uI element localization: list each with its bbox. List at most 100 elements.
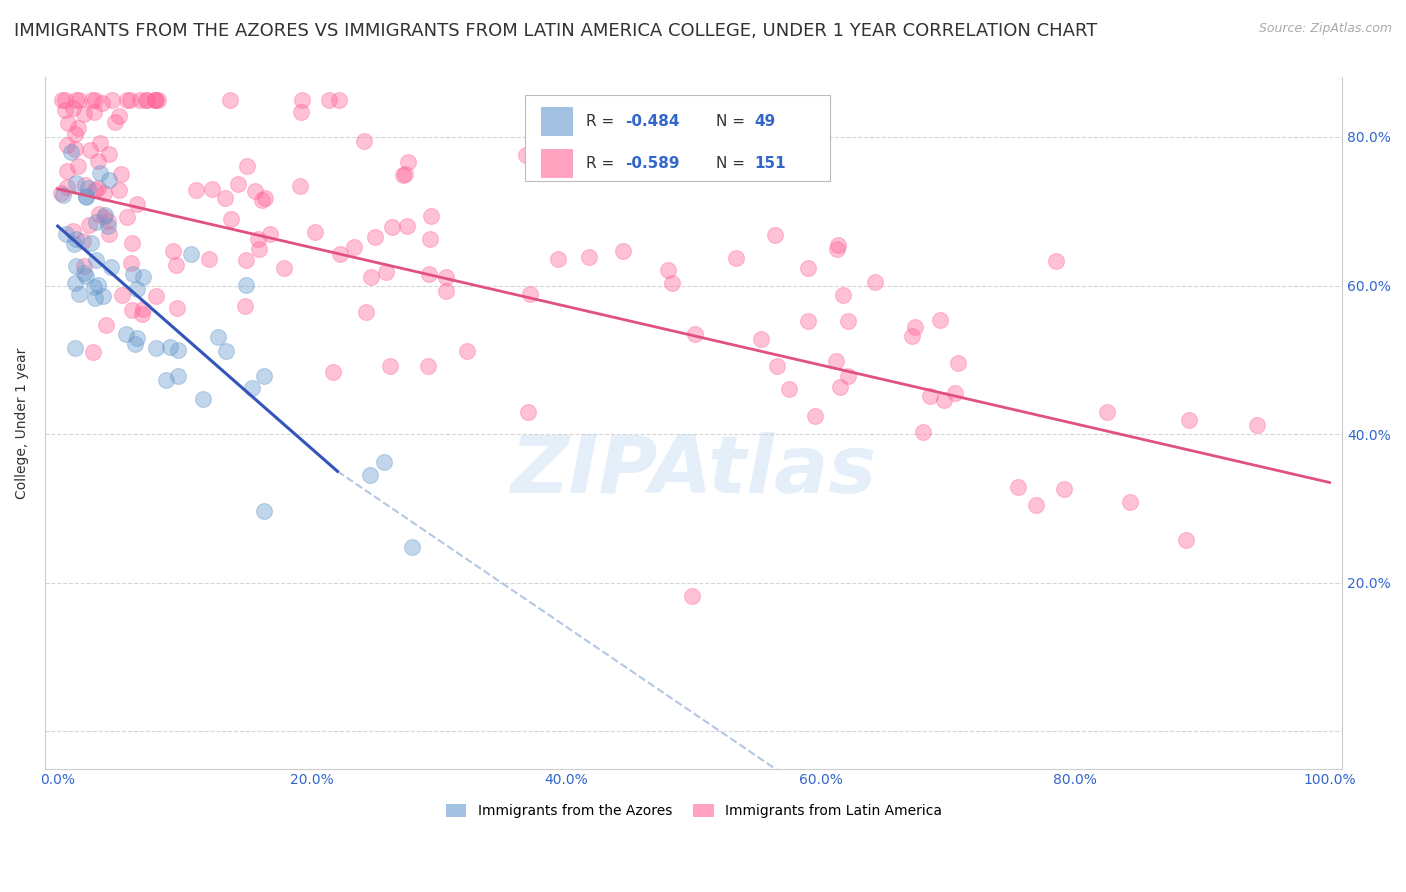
Point: [766, 359, 789, 373]
Point: [65, 143, 87, 157]
Point: [62, 237, 84, 252]
Point: [186, 183, 208, 197]
Point: [89, 207, 111, 221]
Point: [396, 154, 419, 169]
Point: [456, 344, 478, 359]
Point: [290, 105, 312, 120]
Point: [145, 289, 167, 303]
Point: [120, 93, 142, 107]
Point: [763, 227, 786, 242]
Point: [72, 234, 94, 248]
Text: R =: R =: [586, 114, 619, 129]
Point: [197, 252, 219, 266]
Point: [378, 359, 401, 374]
Text: 49: 49: [755, 114, 776, 129]
Point: [86, 252, 108, 267]
Point: [517, 405, 540, 419]
Point: [165, 259, 187, 273]
Point: [219, 211, 242, 226]
Point: [1007, 480, 1029, 494]
Point: [240, 382, 263, 396]
Point: [1095, 405, 1118, 419]
Point: [375, 264, 398, 278]
Point: [65, 177, 87, 191]
Point: [392, 168, 415, 182]
Point: [66, 121, 89, 136]
Point: [65, 93, 87, 107]
Point: [683, 326, 706, 341]
Point: [97, 213, 120, 227]
Point: [166, 343, 188, 358]
Point: [900, 329, 922, 343]
Point: [77, 181, 100, 195]
Point: [49, 186, 72, 200]
Point: [80, 235, 103, 250]
Point: [96, 318, 118, 332]
Point: [136, 93, 159, 107]
Point: [322, 365, 344, 379]
Point: [143, 93, 166, 107]
Point: [75, 190, 97, 204]
Text: -0.484: -0.484: [624, 114, 679, 129]
Point: [101, 93, 124, 107]
Point: [66, 159, 89, 173]
Point: [418, 267, 440, 281]
Point: [207, 330, 229, 344]
Text: R =: R =: [586, 155, 619, 170]
Point: [87, 181, 110, 195]
Point: [364, 230, 387, 244]
Text: ZIPAtlas: ZIPAtlas: [510, 433, 877, 510]
Point: [273, 261, 295, 276]
Point: [228, 177, 250, 191]
Point: [681, 589, 703, 603]
Point: [252, 369, 274, 384]
Point: [89, 136, 111, 150]
Point: [661, 276, 683, 290]
Point: [804, 409, 827, 423]
Point: [65, 232, 87, 246]
Point: [259, 227, 281, 241]
Point: [53, 103, 76, 117]
Point: [434, 269, 457, 284]
Point: [394, 167, 416, 181]
Point: [132, 302, 155, 317]
Point: [797, 260, 820, 275]
Point: [104, 114, 127, 128]
Point: [373, 455, 395, 469]
Point: [87, 277, 110, 292]
Point: [831, 288, 853, 302]
Point: [749, 332, 772, 346]
Point: [236, 160, 259, 174]
Point: [934, 393, 956, 408]
Point: [110, 167, 132, 181]
Point: [193, 392, 215, 406]
Point: [121, 302, 143, 317]
Point: [1119, 495, 1142, 509]
Point: [657, 263, 679, 277]
Point: [65, 259, 87, 273]
Y-axis label: College, Under 1 year: College, Under 1 year: [15, 347, 30, 499]
Point: [434, 285, 457, 299]
Point: [127, 282, 149, 296]
Point: [252, 194, 274, 208]
Point: [1053, 482, 1076, 496]
Point: [91, 95, 114, 110]
Point: [837, 368, 859, 383]
Point: [343, 240, 366, 254]
Point: [1175, 533, 1198, 547]
Point: [122, 267, 145, 281]
Point: [65, 128, 87, 142]
Point: [515, 147, 537, 161]
FancyBboxPatch shape: [540, 107, 574, 136]
Point: [235, 253, 257, 268]
Point: [328, 93, 350, 107]
Point: [73, 107, 96, 121]
Text: -0.589: -0.589: [624, 155, 679, 170]
Text: 151: 151: [755, 155, 786, 170]
Point: [863, 275, 886, 289]
Point: [201, 182, 224, 196]
Point: [98, 147, 121, 161]
Point: [59, 145, 82, 159]
Point: [304, 225, 326, 239]
Point: [125, 197, 148, 211]
